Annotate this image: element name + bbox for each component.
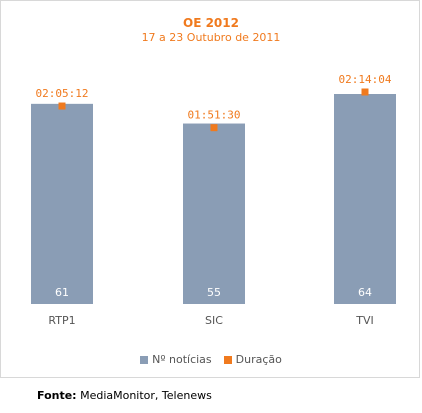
legend-swatch-count <box>140 355 149 364</box>
duration-marker-sic <box>210 124 218 132</box>
x-tick-rtp1: RTP1 <box>48 314 75 327</box>
source-text: MediaMonitor, Telenews <box>80 389 212 402</box>
source-note: Fonte: MediaMonitor, Telenews <box>37 389 212 402</box>
bar-value-tvi: 64 <box>358 286 372 299</box>
chart-title: OE 2012 <box>183 16 239 30</box>
bar-value-sic: 55 <box>207 286 221 299</box>
legend-swatch-duration <box>223 355 232 364</box>
duration-marker-rtp1 <box>58 102 66 110</box>
legend-item-count: Nº notícias <box>140 353 212 366</box>
x-tick-sic: SIC <box>205 314 223 327</box>
duration-marker-tvi <box>361 88 369 96</box>
bar-rtp1 <box>31 103 93 304</box>
duration-label-tvi: 02:14:04 <box>339 73 392 86</box>
bar-chart: 61 02:05:12 RTP1 55 01:51:30 SIC 64 02:14:04 TVI <box>31 73 396 327</box>
legend-label-count: Nº notícias <box>152 353 212 366</box>
chart-legend: Nº notícias Duração <box>1 353 421 366</box>
chart-frame: OE 2012 17 a 23 Outubro de 2011 61 02:05:… <box>0 0 420 378</box>
bar-tvi <box>334 94 396 304</box>
chart-subtitle: 17 a 23 Outubro de 2011 <box>141 31 281 44</box>
legend-item-duration: Duração <box>223 353 282 366</box>
x-tick-tvi: TVI <box>355 314 374 327</box>
source-label: Fonte: <box>37 389 77 402</box>
bar-sic <box>183 123 245 304</box>
duration-label-rtp1: 02:05:12 <box>36 87 89 100</box>
bar-value-rtp1: 61 <box>55 286 69 299</box>
legend-label-duration: Duração <box>235 353 282 366</box>
duration-label-sic: 01:51:30 <box>188 109 241 122</box>
